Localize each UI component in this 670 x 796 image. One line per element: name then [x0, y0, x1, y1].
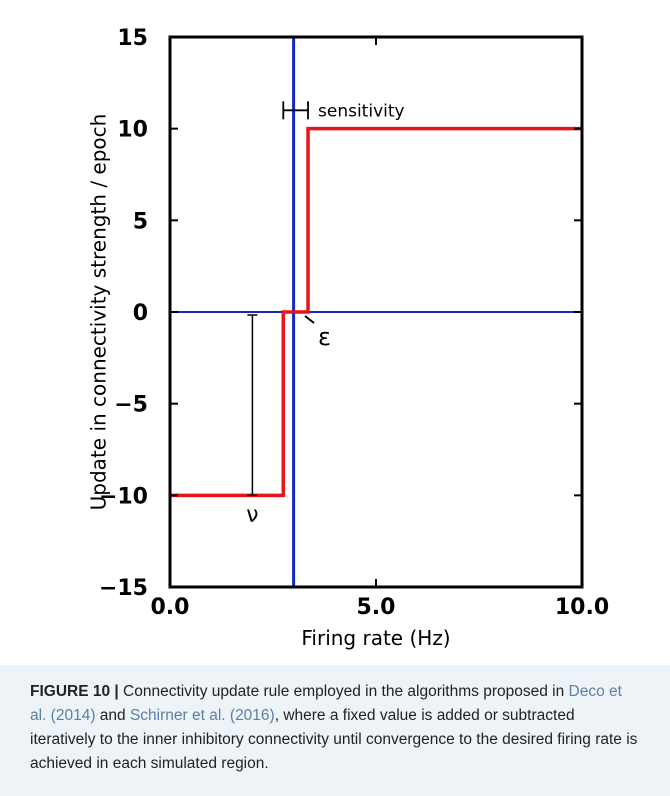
y-axis-label: Update in connectivity strength / epoch — [87, 114, 111, 511]
nu-label: ν — [246, 502, 258, 527]
caption-text: Connectivity update rule employed in the… — [118, 683, 569, 700]
caption-text: , where a fixed value is added or subtra… — [30, 707, 638, 772]
y-tick-label: −15 — [99, 576, 148, 601]
caption-text: and — [95, 707, 130, 724]
figure-caption: FIGURE 10 | Connectivity update rule emp… — [0, 665, 670, 796]
caption-label: FIGURE 10 | — [30, 683, 119, 700]
sensitivity-label: sensitivity — [318, 101, 405, 121]
x-tick-label: 5.0 — [357, 595, 396, 620]
plot-frame — [168, 35, 584, 589]
caption-reference-link[interactable]: Deco et al. (2014) — [30, 683, 622, 724]
x-tick-label: 10.0 — [555, 595, 609, 620]
update-rule-line — [170, 126, 582, 498]
annotations: sensitivity ν ε — [246, 101, 405, 527]
y-tick-label: 0 — [133, 301, 148, 326]
y-tick-label: −5 — [114, 393, 148, 418]
epsilon-label: ε — [318, 323, 331, 351]
y-tick-label: 15 — [117, 26, 148, 51]
caption-reference-link[interactable]: Schirner et al. (2016) — [129, 707, 275, 724]
x-tick-label: 0.0 — [151, 595, 190, 620]
y-tick-label: −10 — [99, 484, 148, 509]
y-tick-label: 5 — [133, 209, 148, 234]
y-tick-label: 10 — [117, 118, 148, 143]
series-layer — [170, 126, 582, 498]
x-axis-label: Firing rate (Hz) — [301, 626, 450, 650]
chart: Update in connectivity strength / epoch … — [87, 26, 610, 650]
epsilon-pointer — [304, 315, 315, 324]
